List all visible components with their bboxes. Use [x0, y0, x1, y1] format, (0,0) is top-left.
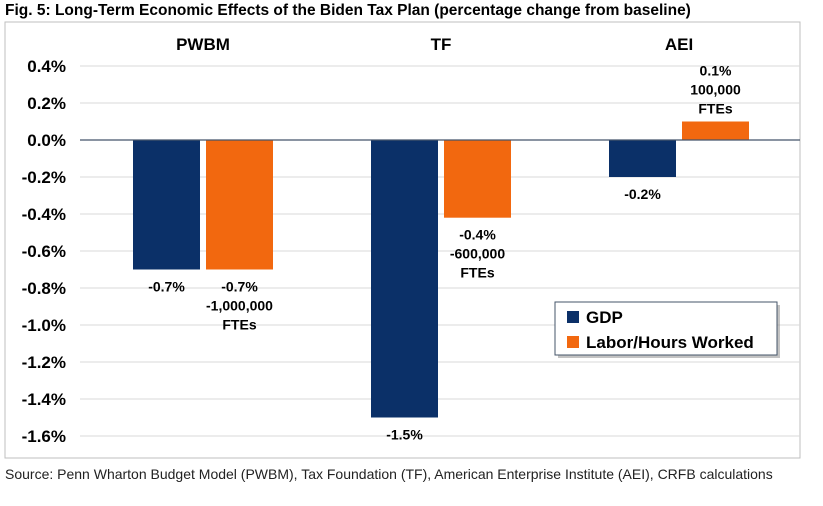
bar-labor [682, 121, 749, 140]
data-label: -0.4% [459, 227, 496, 243]
data-label: FTEs [460, 265, 494, 281]
data-label: -0.7% [148, 279, 185, 295]
y-tick-label: 0.0% [27, 131, 66, 150]
y-tick-label: -1.0% [22, 316, 66, 335]
y-tick-label: 0.2% [27, 94, 66, 113]
data-label: -600,000 [450, 246, 505, 262]
y-tick-label: 0.4% [27, 57, 66, 76]
y-tick-label: -0.8% [22, 279, 66, 298]
data-label: FTEs [698, 101, 732, 117]
legend-label: Labor/Hours Worked [586, 333, 754, 352]
data-label: -1.5% [386, 427, 423, 443]
chart-title: Fig. 5: Long-Term Economic Effects of th… [5, 2, 691, 19]
bar-labor [206, 140, 273, 270]
data-label: 100,000 [690, 82, 741, 98]
bar-gdp [609, 140, 676, 177]
bar-gdp [371, 140, 438, 418]
data-label: FTEs [222, 317, 256, 333]
y-tick-label: -0.4% [22, 205, 66, 224]
data-label: -0.7% [221, 279, 258, 295]
category-label: PWBM [176, 35, 230, 54]
category-label: TF [431, 35, 452, 54]
category-label: AEI [665, 35, 693, 54]
y-tick-label: -1.2% [22, 353, 66, 372]
y-tick-label: -1.4% [22, 390, 66, 409]
data-label: -0.2% [624, 186, 661, 202]
source-note: Source: Penn Wharton Budget Model (PWBM)… [5, 466, 773, 482]
plot-border [4, 21, 801, 459]
legend-label: GDP [586, 308, 623, 327]
legend-box [554, 301, 778, 356]
y-tick-label: -0.2% [22, 168, 66, 187]
legend-swatch [567, 336, 579, 348]
data-label: 0.1% [700, 63, 732, 79]
y-tick-label: -1.6% [22, 427, 66, 446]
bar-gdp [133, 140, 200, 270]
y-tick-label: -0.6% [22, 242, 66, 261]
bar-labor [444, 140, 511, 218]
legend-swatch [567, 311, 579, 323]
data-label: -1,000,000 [206, 298, 273, 314]
